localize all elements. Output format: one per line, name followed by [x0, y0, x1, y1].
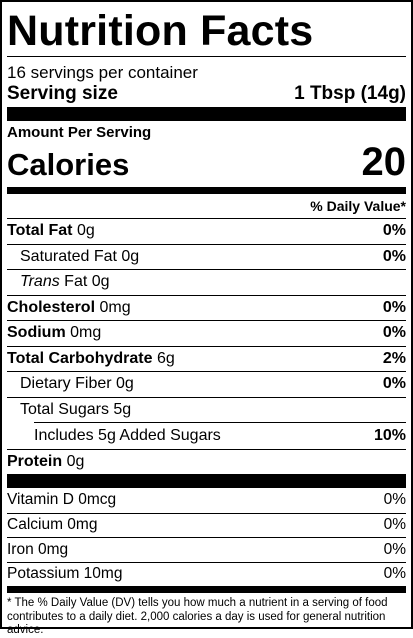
nutrient-name: Saturated Fat 0g: [20, 247, 140, 265]
footnote-divider: [7, 586, 406, 593]
nutrient-amount: 0g: [66, 452, 85, 470]
nutrient-row-sodium: Sodium 0mg 0%: [7, 320, 406, 346]
vitamin-row: Calcium 0mg 0%: [7, 512, 406, 538]
serving-size-label: Serving size: [7, 83, 118, 104]
nutrient-row-total-carbohydrate: Total Carbohydrate 6g 2%: [7, 345, 406, 372]
servings-per-container: 16 servings per container: [7, 63, 198, 82]
nutrient-row-total-sugars: Total Sugars 5g: [7, 396, 406, 423]
nutrient-row-trans-fat: Trans Fat 0g: [7, 269, 406, 295]
vitamin-name: Iron 0mg: [7, 540, 69, 558]
vitamin-dv: 0%: [383, 540, 406, 558]
nutrient-name: Dietary Fiber 0g: [20, 375, 134, 393]
added-sugars-divider: [34, 422, 406, 423]
calories-value: 20: [361, 140, 407, 184]
nutrient-row-cholesterol: Cholesterol 0mg 0%: [7, 294, 406, 321]
vitamin-name: Calcium 0mg: [7, 516, 98, 534]
daily-value-header: % Daily Value*: [310, 198, 406, 214]
vitamin-name: Potassium 10mg: [7, 565, 123, 583]
vitamin-dv: 0%: [383, 516, 406, 534]
nutrient-dv: 0%: [382, 247, 406, 265]
nutrient-row-saturated-fat: Saturated Fat 0g 0%: [7, 243, 406, 270]
amount-per-serving: Amount Per Serving: [7, 124, 152, 141]
serving-size-row: Serving size 1 Tbsp (14g): [7, 83, 406, 105]
vitamin-row: Vitamin D 0mcg 0%: [7, 488, 406, 513]
nutrient-amount: 6g: [156, 349, 175, 367]
vitamin-row: Iron 0mg 0%: [7, 537, 406, 562]
calories-row: Calories 20: [7, 142, 406, 182]
nutrient-name: Protein: [7, 452, 63, 470]
vitamin-row: Potassium 10mg 0%: [7, 561, 406, 587]
title-divider: [7, 56, 406, 57]
nutrient-name-italic: Trans: [20, 273, 60, 291]
nutrient-row-added-sugars: Includes 5g Added Sugars 10%: [7, 423, 406, 449]
nutrient-name: Total Sugars 5g: [20, 400, 132, 418]
calories-label: Calories: [7, 147, 130, 182]
nutrient-dv: 0%: [382, 298, 406, 316]
nutrient-dv: 2%: [382, 349, 406, 367]
serving-size-value: 1 Tbsp (14g): [294, 83, 406, 104]
nutrient-name: Total Carbohydrate: [7, 349, 153, 367]
vitamin-name: Vitamin D 0mcg: [7, 491, 117, 509]
vitamin-dv: 0%: [383, 565, 406, 583]
nutrient-row-protein: Protein 0g: [7, 448, 406, 475]
nutrient-dv: 10%: [373, 426, 406, 444]
medium-divider: [7, 187, 406, 194]
nutrient-row-dietary-fiber: Dietary Fiber 0g 0%: [7, 371, 406, 397]
nutrient-amount: 0g: [76, 222, 95, 240]
nutrient-row-total-fat: Total Fat 0g 0%: [7, 218, 406, 244]
nutrient-name: Total Fat: [7, 222, 73, 240]
nutrient-name: Cholesterol: [7, 298, 96, 316]
nutrient-amount: 0mg: [99, 298, 131, 316]
nutrient-dv: 0%: [382, 375, 406, 393]
nutrient-name: Includes 5g Added Sugars: [34, 426, 221, 444]
nutrient-dv: 0%: [382, 324, 406, 342]
thick-divider-vitamins: [7, 474, 406, 488]
label-title: Nutrition Facts: [7, 7, 314, 55]
vitamin-dv: 0%: [383, 491, 406, 509]
footnote: * The % Daily Value (DV) tells you how m…: [7, 597, 388, 636]
nutrient-amount: 0mg: [70, 324, 102, 342]
thick-divider-top: [7, 107, 406, 121]
nutrient-dv: 0%: [382, 222, 406, 240]
nutrient-name-rest: Fat 0g: [59, 273, 110, 291]
nutrient-name: Sodium: [7, 324, 66, 342]
